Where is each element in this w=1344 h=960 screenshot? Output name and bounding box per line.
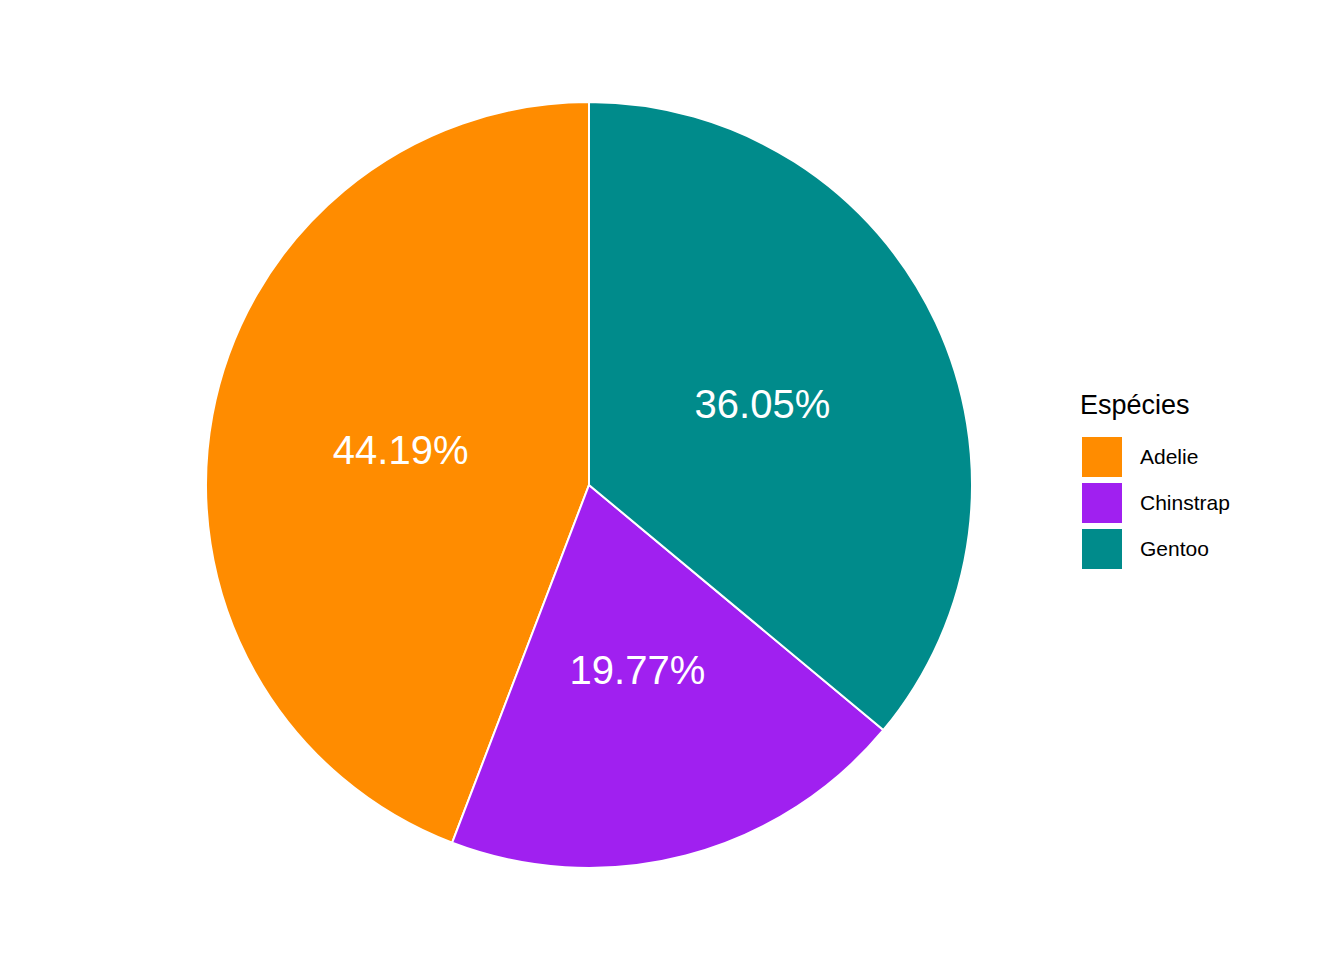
html-text:Adelie: Adelie (1140, 445, 1199, 468)
svg-text:36.05%: 36.05% (695, 382, 831, 426)
svg-text:44.19%: 44.19% (333, 428, 469, 472)
html-text:Espécies: Espécies (1080, 390, 1190, 420)
html-text:Chinstrap: Chinstrap (1140, 491, 1230, 514)
html-text:Gentoo: Gentoo (1140, 537, 1209, 560)
svg-text:19.77%: 19.77% (570, 648, 706, 692)
